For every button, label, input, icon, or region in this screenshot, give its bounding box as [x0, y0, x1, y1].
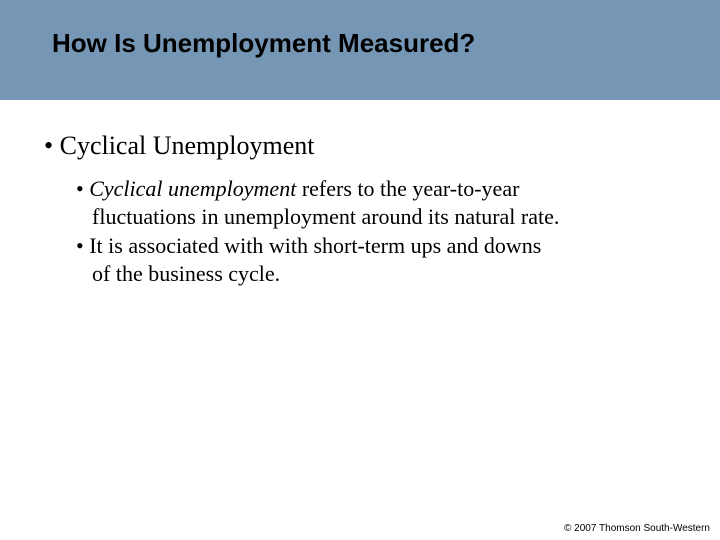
slide-title-area: How Is Unemployment Measured? [0, 0, 720, 100]
main-bullet: • Cyclical Unemployment [40, 130, 690, 161]
slide-footer: © 2007 Thomson South-Western [0, 495, 720, 540]
italic-term: Cyclical unemployment [89, 176, 296, 201]
bullet-text: • It is associated with with short-term … [76, 233, 541, 258]
bullet-marker: • [76, 176, 89, 201]
sub-bullet-2: • It is associated with with short-term … [40, 232, 690, 287]
copyright-text: © 2007 Thomson South-Western [564, 523, 710, 534]
bullet-text-continuation: fluctuations in unemployment around its … [76, 203, 690, 231]
slide-content-area: • Cyclical Unemployment • Cyclical unemp… [0, 100, 720, 495]
bullet-text-continuation: of the business cycle. [76, 260, 690, 288]
sub-bullet-1: • Cyclical unemployment refers to the ye… [40, 175, 690, 230]
bullet-text: refers to the year-to-year [296, 176, 519, 201]
slide-title: How Is Unemployment Measured? [52, 28, 720, 59]
